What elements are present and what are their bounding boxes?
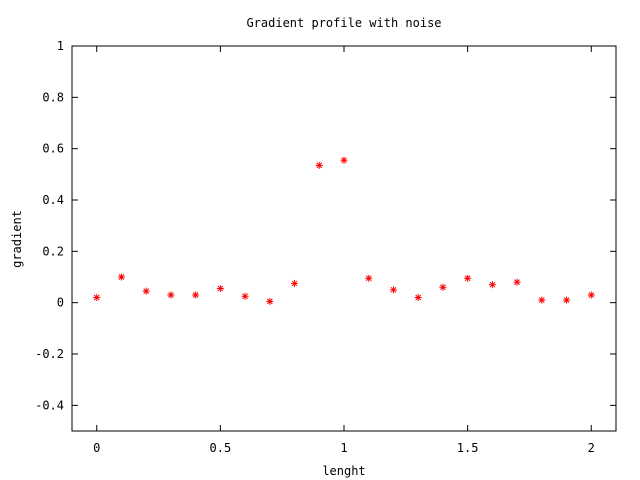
data-point xyxy=(192,291,200,299)
x-tick-label: 0 xyxy=(93,441,100,455)
data-points xyxy=(93,156,595,305)
data-point xyxy=(538,296,546,304)
y-tick-label: 0 xyxy=(57,296,64,310)
data-point xyxy=(266,297,274,305)
data-point xyxy=(241,292,249,300)
data-point xyxy=(93,294,101,302)
data-point xyxy=(142,287,150,295)
plot-area-frame xyxy=(71,45,617,432)
data-point xyxy=(464,274,472,282)
x-tick-label: 1 xyxy=(340,441,347,455)
data-point xyxy=(488,281,496,289)
data-point xyxy=(216,285,224,293)
y-tick-label: -0.2 xyxy=(35,347,64,361)
data-point xyxy=(389,286,397,294)
data-point xyxy=(340,156,348,164)
data-point xyxy=(439,283,447,291)
data-point xyxy=(117,273,125,281)
x-tick-label: 2 xyxy=(588,441,595,455)
x-axis-label: lenght xyxy=(322,464,365,478)
data-point xyxy=(167,291,175,299)
y-axis-label: gradient xyxy=(10,210,24,268)
y-tick-label: 0.8 xyxy=(42,90,64,104)
y-tick-label: 1 xyxy=(57,39,64,53)
chart-title: Gradient profile with noise xyxy=(246,16,441,30)
data-point xyxy=(315,161,323,169)
x-tick-label: 0.5 xyxy=(210,441,232,455)
data-point xyxy=(587,291,595,299)
x-tick-label: 1.5 xyxy=(457,441,479,455)
data-point xyxy=(291,279,299,287)
y-tick-label: 0.6 xyxy=(42,142,64,156)
y-tick-label: 0.4 xyxy=(42,193,64,207)
data-point xyxy=(563,296,571,304)
data-point xyxy=(365,274,373,282)
axes: 0 0.5 1 1.5 2 -0.4 -0.2 0 0.2 0.4 0.6 0.8 1 xyxy=(35,39,616,455)
y-tick-label: 0.2 xyxy=(42,244,64,258)
y-tick-label: -0.4 xyxy=(35,398,64,412)
data-point xyxy=(414,294,422,302)
data-point xyxy=(513,278,521,286)
